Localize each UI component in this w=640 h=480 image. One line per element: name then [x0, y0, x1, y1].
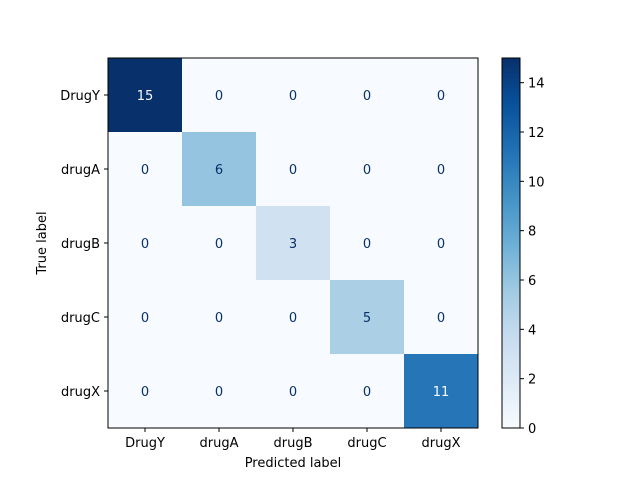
cell-value-label: 0 [141, 163, 149, 178]
x-tick-label: DrugY [125, 436, 165, 451]
colorbar-tick-label: 8 [528, 225, 536, 240]
cell-drugX-drugC [330, 354, 405, 429]
cell-drugC-DrugY [108, 280, 183, 355]
cell-DrugY-drugB [256, 58, 331, 133]
cell-value-label: 0 [289, 311, 297, 326]
cell-value-label: 0 [363, 163, 371, 178]
cell-drugB-drugX [404, 206, 479, 281]
cell-drugC-drugA [182, 280, 257, 355]
cell-DrugY-drugA [182, 58, 257, 133]
cell-value-label: 0 [437, 237, 445, 252]
cell-drugB-drugC [330, 206, 405, 281]
cell-value-label: 0 [215, 385, 223, 400]
colorbar-tick-label: 14 [528, 77, 545, 92]
cell-DrugY-drugC [330, 58, 405, 133]
colorbar-gradient [502, 58, 520, 428]
colorbar-frame [501, 57, 521, 429]
cell-value-label: 0 [437, 311, 445, 326]
y-axis: DrugY drugA drugB drugC drugX [60, 89, 108, 400]
colorbar-tick-label: 6 [528, 274, 536, 289]
cell-value-label: 0 [363, 385, 371, 400]
y-tick-label: drugB [61, 237, 100, 252]
cell-drugA-drugX [404, 132, 479, 207]
cell-value-label: 0 [437, 89, 445, 104]
colorbar-tick-label: 10 [528, 175, 545, 190]
cell-value-label: 11 [433, 385, 450, 400]
cell-value-label: 6 [215, 163, 223, 178]
x-tick-label: drugB [273, 436, 312, 451]
cell-value-label: 0 [437, 163, 445, 178]
cell-drugA-drugC [330, 132, 405, 207]
cell-DrugY-DrugY [108, 58, 183, 133]
cell-drugA-drugA [182, 132, 257, 207]
colorbar-tick-label: 4 [528, 323, 536, 338]
x-axis-label: Predicted label [245, 456, 342, 471]
cell-drugX-drugB [256, 354, 331, 429]
cell-drugC-drugX [404, 280, 479, 355]
y-axis-label: True label [35, 211, 50, 275]
cell-drugX-drugX [404, 354, 479, 429]
cell-value-label: 0 [141, 237, 149, 252]
cell-drugC-drugB [256, 280, 331, 355]
colorbar: 0 2 4 6 8 10 12 14 [501, 57, 545, 437]
cell-drugA-drugB [256, 132, 331, 207]
x-tick-label: drugX [422, 436, 461, 451]
cell-value-label: 3 [289, 237, 297, 252]
y-tick-label: drugX [61, 385, 100, 400]
y-tick-label: DrugY [60, 89, 100, 104]
cell-drugB-drugA [182, 206, 257, 281]
cell-value-label: 5 [363, 311, 371, 326]
cell-value-labels: 15 0 0 0 0 0 6 0 0 0 0 0 3 0 0 0 0 0 5 0 0 0 0 0 11 [137, 89, 450, 400]
cell-value-label: 0 [363, 89, 371, 104]
cell-value-label: 0 [289, 163, 297, 178]
colorbar-tick-label: 0 [528, 422, 536, 437]
cell-value-label: 0 [289, 385, 297, 400]
cell-value-label: 0 [215, 89, 223, 104]
y-tick-label: drugC [61, 311, 100, 326]
cell-value-label: 0 [215, 237, 223, 252]
cell-value-label: 0 [363, 237, 371, 252]
heatmap-cells [108, 58, 479, 429]
x-tick-label: drugA [200, 436, 239, 451]
colorbar-tick-label: 12 [528, 126, 545, 141]
cell-value-label: 0 [141, 385, 149, 400]
cell-drugA-DrugY [108, 132, 183, 207]
cell-value-label: 15 [137, 89, 154, 104]
cell-drugB-DrugY [108, 206, 183, 281]
x-tick-label: drugC [347, 436, 386, 451]
y-tick-label: drugA [61, 163, 100, 178]
x-axis: DrugY drugA drugB drugC drugX [125, 428, 461, 451]
cell-drugC-drugC [330, 280, 405, 355]
cell-drugX-drugA [182, 354, 257, 429]
cell-value-label: 0 [141, 311, 149, 326]
cell-value-label: 0 [289, 89, 297, 104]
cell-DrugY-drugX [404, 58, 479, 133]
cell-value-label: 0 [215, 311, 223, 326]
cell-drugB-drugB [256, 206, 331, 281]
cell-drugX-DrugY [108, 354, 183, 429]
colorbar-tick-label: 2 [528, 373, 536, 388]
